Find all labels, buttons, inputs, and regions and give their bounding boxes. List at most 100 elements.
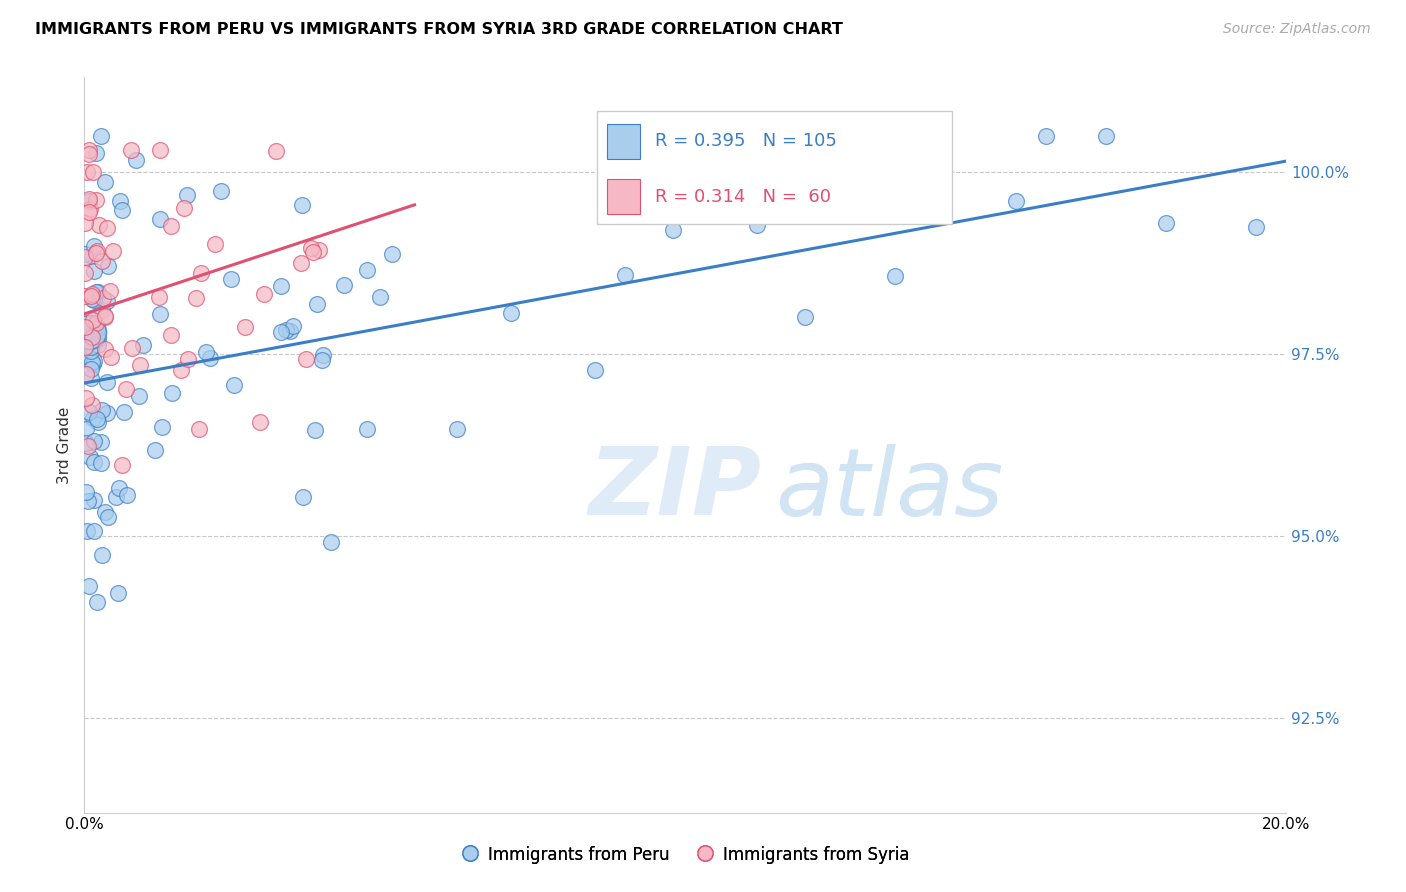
Point (86, 595, 108, 609)
Point (86, 412, 108, 426)
Point (115, 382, 138, 396)
Point (499, 305, 522, 319)
Point (80, 361, 103, 376)
Point (198, 351, 221, 365)
Point (75, 367, 97, 381)
Point (662, 223, 685, 237)
Point (79, 202, 101, 217)
Point (121, 341, 143, 355)
Point (86, 322, 108, 336)
Point (321, 535, 343, 549)
Point (77, 325, 100, 339)
Point (87, 338, 110, 352)
Point (884, 268, 907, 283)
Point (75, 484, 97, 499)
Point (83, 524, 105, 538)
Point (75, 288, 97, 302)
Point (77, 205, 100, 219)
Point (82, 411, 104, 425)
Point (80, 249, 103, 263)
Text: Source: ZipAtlas.com: Source: ZipAtlas.com (1223, 22, 1371, 37)
Text: R = 0.395   N = 105: R = 0.395 N = 105 (655, 132, 837, 151)
Point (914, 205, 936, 219)
Point (613, 268, 636, 283)
Point (91, 291, 114, 305)
Point (125, 153, 148, 167)
Point (76, 494, 98, 508)
Point (128, 389, 150, 403)
Point (107, 586, 129, 600)
Point (222, 378, 245, 392)
Point (79, 450, 101, 465)
Point (176, 188, 198, 202)
Point (91, 548, 114, 562)
Point (312, 348, 335, 362)
Point (84, 285, 107, 300)
Point (96, 406, 118, 420)
Point (101, 244, 124, 259)
Point (264, 145, 287, 159)
Point (77, 143, 100, 157)
Point (83, 454, 105, 468)
Point (84, 146, 107, 161)
Point (77, 325, 100, 339)
Point (80, 355, 103, 369)
Point (79, 340, 101, 354)
Point (128, 359, 150, 373)
Point (77, 439, 100, 453)
Point (82, 165, 104, 179)
Point (104, 491, 127, 505)
Text: R = 0.314   N =  60: R = 0.314 N = 60 (655, 187, 831, 205)
Point (90, 128, 112, 143)
Point (745, 219, 768, 233)
Point (132, 337, 155, 351)
Point (96, 220, 118, 235)
Point (295, 351, 318, 366)
Point (80, 289, 103, 303)
Point (112, 405, 135, 419)
Point (299, 241, 322, 255)
Point (1094, 128, 1116, 143)
Point (311, 353, 333, 368)
Point (143, 442, 166, 457)
Point (83, 238, 105, 252)
Point (150, 419, 173, 434)
Point (190, 266, 212, 280)
Point (79, 328, 101, 343)
Point (381, 246, 404, 260)
Point (301, 244, 323, 259)
Point (278, 324, 301, 338)
Point (77, 194, 100, 208)
Point (82, 330, 104, 344)
Point (91, 302, 114, 317)
Point (308, 243, 330, 257)
Point (83, 434, 105, 449)
Y-axis label: 3rd Grade: 3rd Grade (58, 406, 72, 483)
Point (87, 285, 110, 300)
Point (80, 398, 103, 412)
Point (80, 292, 103, 306)
Point (75, 266, 97, 280)
Point (162, 386, 184, 401)
Point (1004, 194, 1026, 208)
Point (115, 488, 138, 502)
Point (291, 490, 314, 504)
Point (1244, 219, 1267, 234)
Point (96, 510, 118, 524)
Point (233, 319, 256, 334)
Point (270, 279, 292, 293)
Point (75, 216, 97, 230)
Point (76, 165, 98, 179)
Point (90, 456, 112, 470)
Point (75, 422, 97, 436)
Point (111, 458, 134, 472)
Point (253, 287, 276, 301)
Point (93, 175, 115, 189)
Point (160, 327, 183, 342)
Text: IMMIGRANTS FROM PERU VS IMMIGRANTS FROM SYRIA 3RD GRADE CORRELATION CHART: IMMIGRANTS FROM PERU VS IMMIGRANTS FROM … (35, 22, 844, 37)
Point (83, 263, 105, 277)
Point (368, 290, 391, 304)
Point (82, 287, 104, 301)
Point (89, 218, 111, 232)
Point (1154, 215, 1177, 229)
